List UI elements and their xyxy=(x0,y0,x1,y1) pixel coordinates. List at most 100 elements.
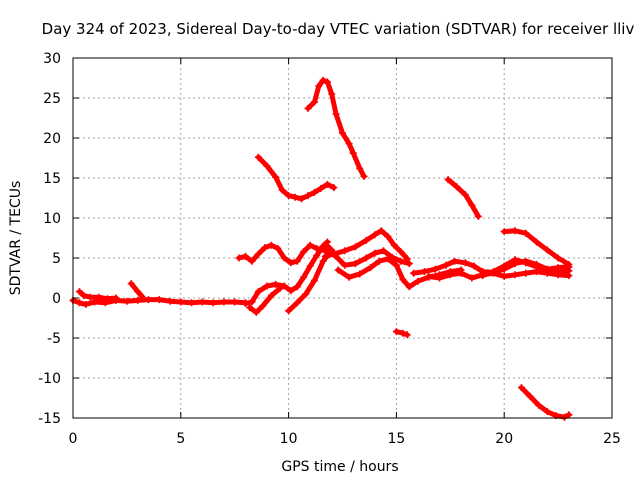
data-point-plus xyxy=(323,242,331,250)
data-point-plus xyxy=(287,287,295,295)
data-point-plus xyxy=(177,298,185,306)
series-line xyxy=(128,281,145,299)
data-point-plus xyxy=(198,298,206,306)
x-tick-label: 20 xyxy=(495,431,513,447)
data-point-plus xyxy=(397,257,405,265)
x-tick-label: 15 xyxy=(387,431,405,447)
data-point-plus xyxy=(356,164,364,172)
series-line xyxy=(324,243,412,268)
data-point-plus xyxy=(554,271,562,279)
data-point-plus xyxy=(362,254,370,262)
data-point-plus xyxy=(390,241,398,249)
data-point-plus xyxy=(321,252,329,260)
y-tick-label: 25 xyxy=(43,91,61,107)
data-point-plus xyxy=(263,162,271,170)
y-tick-label: -10 xyxy=(38,371,61,387)
data-point-plus xyxy=(267,292,275,300)
series-baseline-upper xyxy=(75,288,120,303)
y-tick-label: 15 xyxy=(43,171,61,187)
data-point-plus xyxy=(287,259,295,267)
data-point-plus xyxy=(82,300,90,308)
data-point-plus xyxy=(522,269,530,277)
data-point-plus xyxy=(313,252,321,260)
data-point-plus xyxy=(371,231,379,239)
data-point-plus xyxy=(317,184,325,192)
data-point-plus xyxy=(330,184,338,192)
data-point-plus xyxy=(420,268,428,276)
x-axis-label: GPS time / hours xyxy=(281,459,398,475)
data-point-plus xyxy=(272,173,280,181)
data-point-plus xyxy=(339,129,346,137)
series-neg-small xyxy=(392,328,411,339)
data-point-plus xyxy=(246,304,254,312)
data-point-plus xyxy=(248,298,256,306)
data-point-plus xyxy=(470,262,478,270)
data-point-plus xyxy=(442,261,450,269)
data-point-plus xyxy=(319,76,327,84)
data-point-plus xyxy=(323,78,331,86)
data-point-plus xyxy=(474,212,482,220)
data-point-plus xyxy=(565,411,573,419)
data-point-plus xyxy=(95,293,103,301)
data-point-plus xyxy=(231,298,239,306)
data-point-plus xyxy=(461,191,469,199)
data-point-plus xyxy=(500,272,508,280)
data-point-plus xyxy=(543,246,551,254)
data-point-plus xyxy=(517,384,525,392)
y-tick-label: -5 xyxy=(47,331,61,347)
series-baseline xyxy=(69,296,249,308)
series-mid-descent xyxy=(444,176,482,220)
data-point-plus xyxy=(526,392,534,400)
data-point-plus xyxy=(302,290,310,298)
data-point-plus xyxy=(319,257,327,265)
series-band-mid xyxy=(323,242,413,269)
data-point-plus xyxy=(341,247,349,255)
data-point-plus xyxy=(410,269,418,277)
y-tick-label: 20 xyxy=(43,131,61,147)
series-line xyxy=(518,385,572,420)
series-line xyxy=(236,242,328,266)
y-tick-label: 5 xyxy=(52,251,61,267)
data-point-plus xyxy=(399,329,407,337)
data-point-plus xyxy=(291,193,299,201)
data-point-plus xyxy=(511,271,519,279)
data-point-plus xyxy=(323,180,331,188)
data-point-plus xyxy=(554,254,562,262)
data-point-plus xyxy=(367,264,375,272)
plot-frame xyxy=(72,57,613,419)
data-point-plus xyxy=(468,274,476,282)
data-point-plus xyxy=(155,296,163,304)
data-point-plus xyxy=(399,276,407,284)
data-point-plus xyxy=(554,264,562,272)
data-point-plus xyxy=(310,98,318,106)
data-point-plus xyxy=(341,261,349,269)
data-point-plus xyxy=(134,296,142,304)
data-point-plus xyxy=(468,201,476,209)
data-point-plus xyxy=(543,265,551,273)
data-point-plus xyxy=(565,260,573,268)
data-point-plus xyxy=(293,283,301,291)
data-point-plus xyxy=(123,297,131,305)
data-point-plus xyxy=(451,257,459,265)
data-point-plus xyxy=(446,271,454,279)
data-point-plus xyxy=(522,229,530,237)
data-point-plus xyxy=(300,273,308,281)
data-series xyxy=(69,76,573,421)
data-point-plus xyxy=(254,250,262,258)
data-point-plus xyxy=(103,295,111,303)
data-point-plus xyxy=(241,300,249,308)
data-point-plus xyxy=(263,282,271,290)
chart-title: Day 324 of 2023, Sidereal Day-to-day VTE… xyxy=(42,20,635,38)
data-point-plus xyxy=(278,186,286,194)
data-point-plus xyxy=(362,236,370,244)
series-spike xyxy=(304,76,368,180)
data-point-plus xyxy=(248,257,256,265)
data-point-plus xyxy=(533,238,541,246)
data-point-plus xyxy=(356,270,364,278)
data-point-plus xyxy=(543,408,551,416)
data-point-plus xyxy=(75,288,83,296)
series-rise-to-arc xyxy=(241,238,331,308)
y-axis-label: SDTVAR / TECUs xyxy=(8,181,24,296)
data-point-plus xyxy=(457,269,465,277)
data-point-plus xyxy=(535,401,543,409)
